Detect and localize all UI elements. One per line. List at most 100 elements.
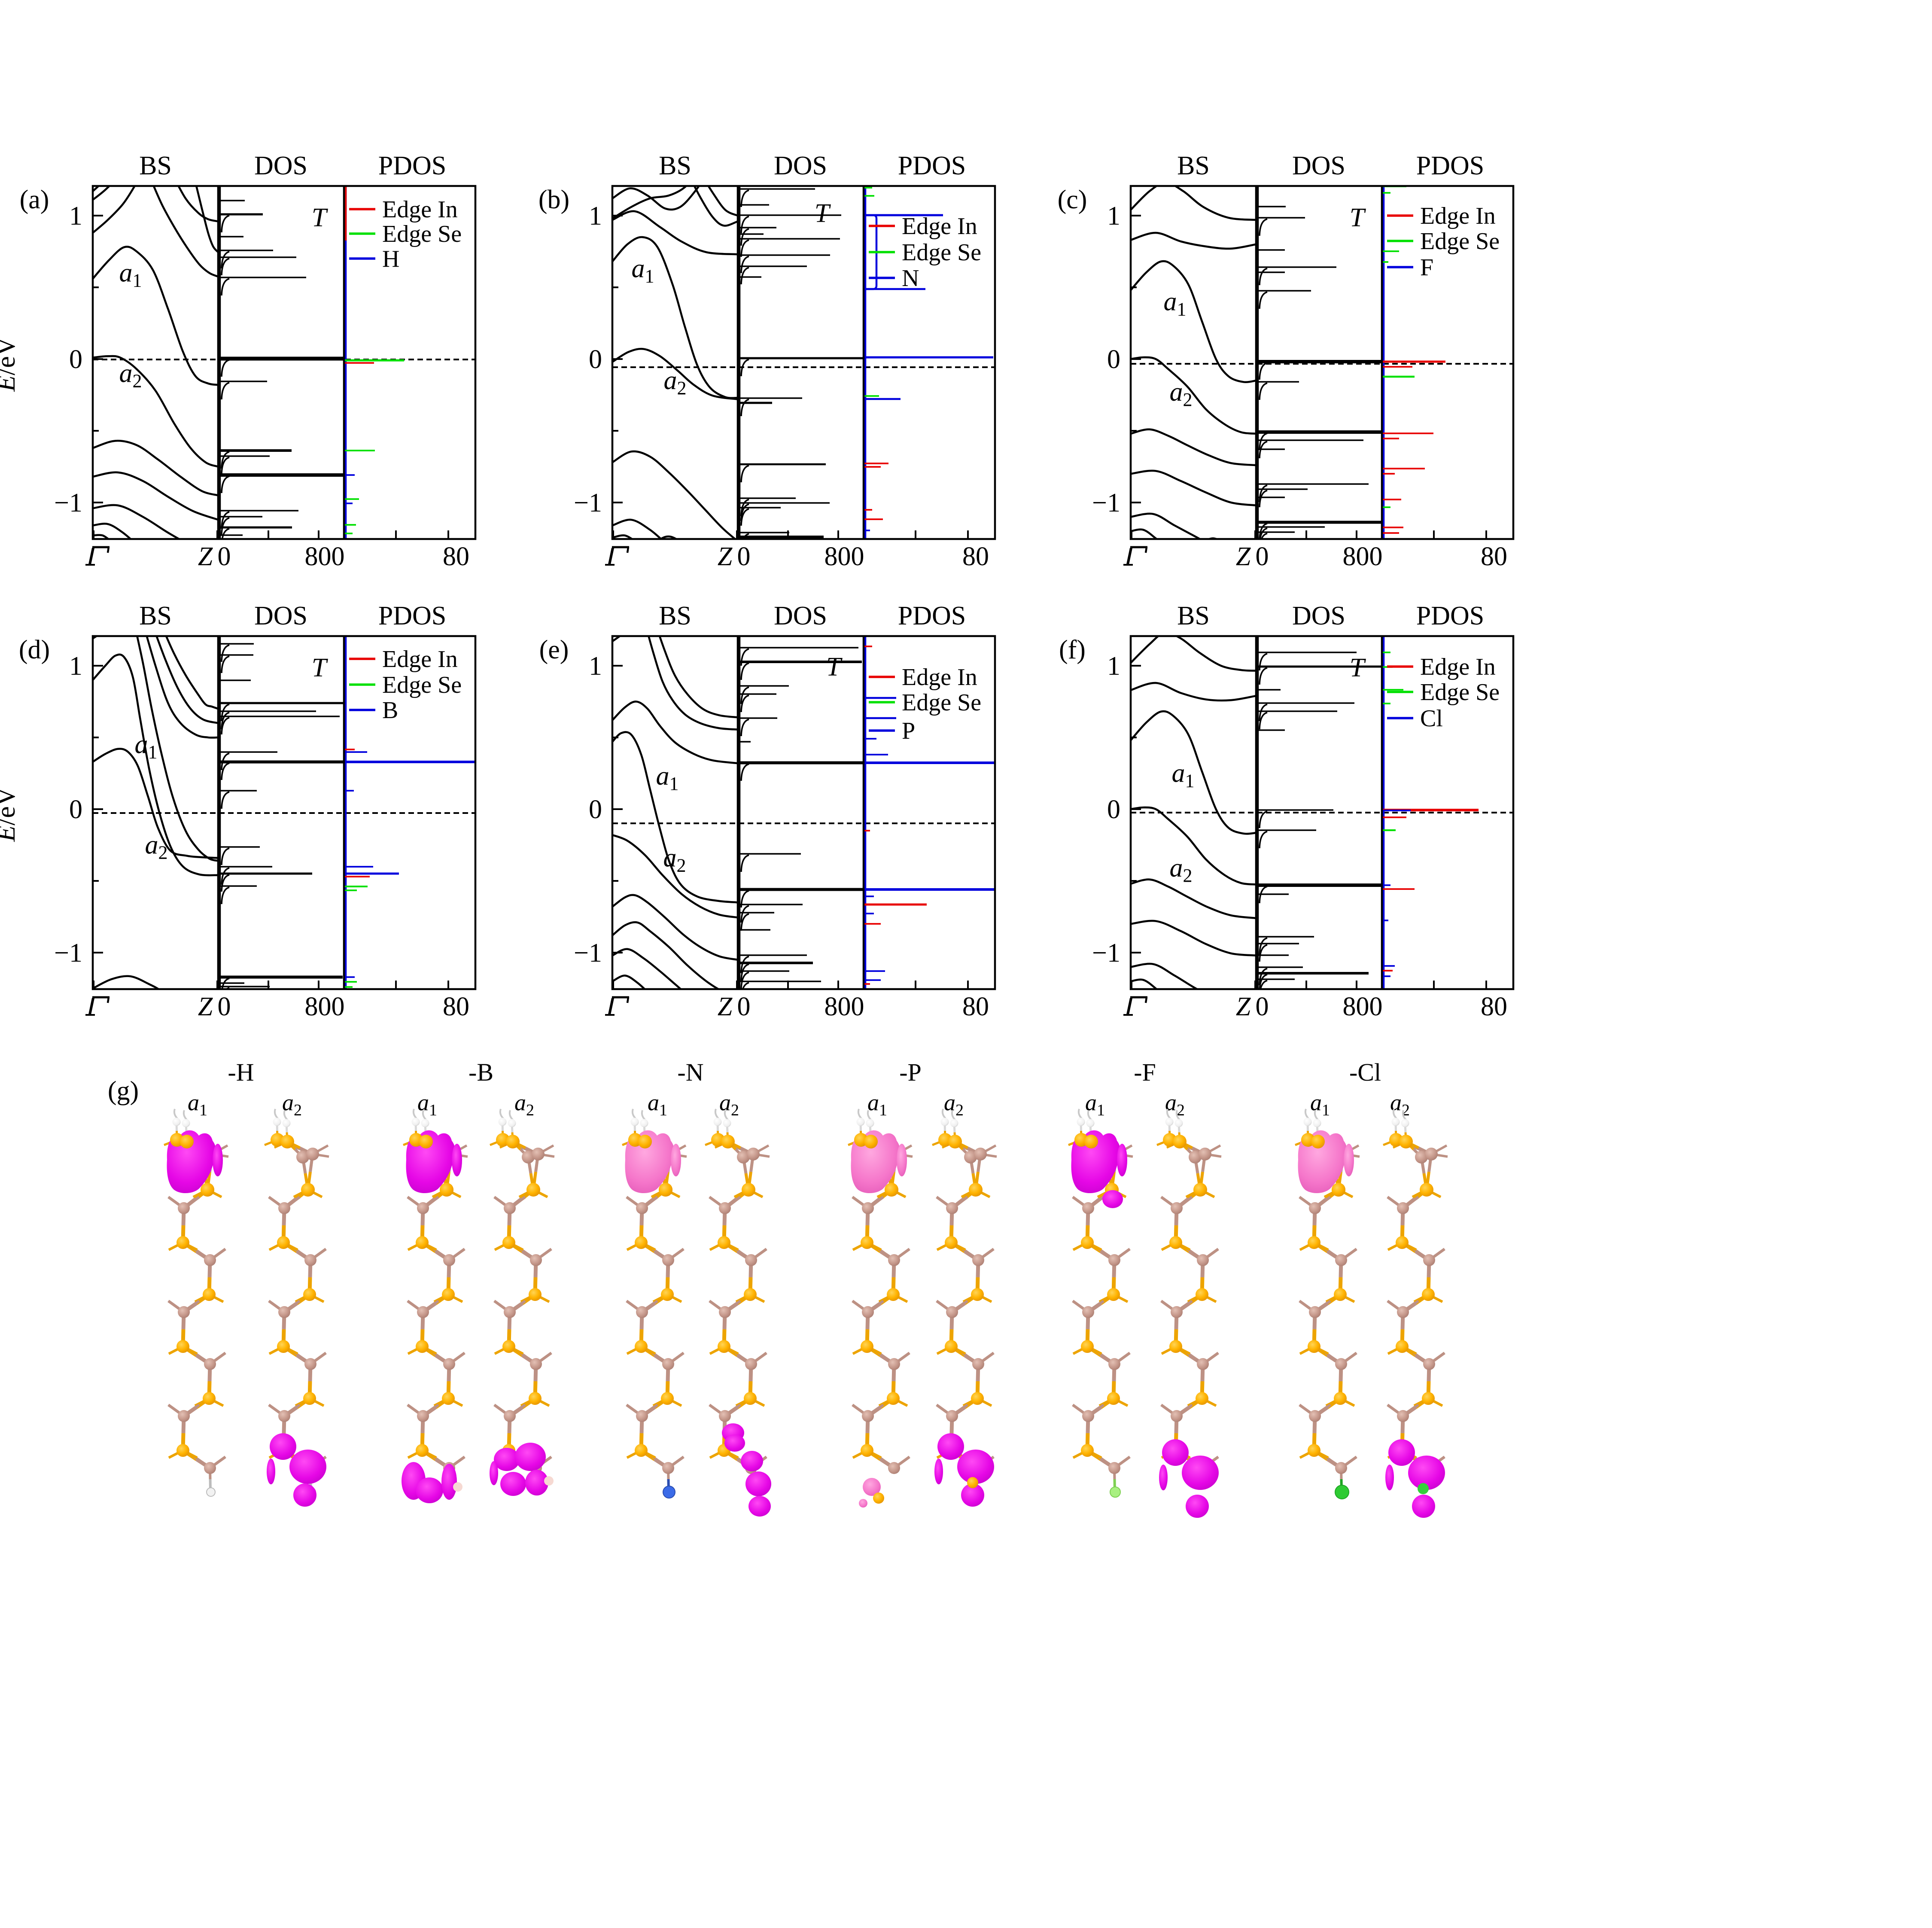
svg-text:Edge Se: Edge Se xyxy=(382,221,462,247)
svg-text:a1: a1 xyxy=(417,1090,437,1119)
svg-text:Cl: Cl xyxy=(1420,705,1443,732)
svg-text:800: 800 xyxy=(825,542,864,571)
svg-text:Z: Z xyxy=(1236,542,1251,571)
svg-text:E/eV: E/eV xyxy=(0,337,21,392)
svg-text:T: T xyxy=(312,653,329,682)
svg-text:0: 0 xyxy=(69,795,82,824)
svg-text:1: 1 xyxy=(69,652,82,681)
svg-text:Edge In: Edge In xyxy=(902,664,977,691)
svg-text:-Cl: -Cl xyxy=(1349,1058,1381,1086)
svg-text:0: 0 xyxy=(1256,542,1269,571)
svg-text:0: 0 xyxy=(1256,992,1269,1021)
svg-text:PDOS: PDOS xyxy=(378,151,447,180)
svg-text:PDOS: PDOS xyxy=(898,601,966,630)
svg-text:1: 1 xyxy=(1107,652,1120,681)
svg-text:DOS: DOS xyxy=(774,151,827,180)
svg-text:800: 800 xyxy=(305,542,345,571)
svg-text:T: T xyxy=(815,199,831,228)
svg-text:0: 0 xyxy=(1107,345,1120,374)
svg-text:800: 800 xyxy=(1343,542,1383,571)
svg-text:Z: Z xyxy=(198,992,213,1021)
svg-text:0: 0 xyxy=(1107,795,1120,824)
svg-text:0: 0 xyxy=(589,795,602,824)
svg-text:-N: -N xyxy=(677,1058,703,1086)
svg-text:a1: a1 xyxy=(1310,1090,1330,1119)
svg-text:BS: BS xyxy=(659,601,691,630)
svg-text:a1: a1 xyxy=(1085,1090,1105,1119)
svg-text:1: 1 xyxy=(589,201,602,231)
svg-text:1: 1 xyxy=(1107,201,1120,231)
svg-text:0: 0 xyxy=(589,345,602,374)
svg-text:0: 0 xyxy=(737,542,751,571)
svg-text:80: 80 xyxy=(1481,992,1507,1021)
svg-text:DOS: DOS xyxy=(254,151,307,180)
svg-text:800: 800 xyxy=(305,992,345,1021)
svg-text:Z: Z xyxy=(718,542,733,571)
svg-text:PDOS: PDOS xyxy=(898,151,966,180)
svg-text:N: N xyxy=(902,265,919,292)
svg-text:BS: BS xyxy=(139,151,172,180)
svg-text:-H: -H xyxy=(228,1058,254,1086)
svg-text:a1: a1 xyxy=(632,254,654,287)
svg-text:80: 80 xyxy=(962,542,989,571)
svg-text:B: B xyxy=(382,697,398,724)
svg-text:Edge Se: Edge Se xyxy=(1420,228,1500,255)
svg-text:a1: a1 xyxy=(1164,287,1187,320)
svg-text:−1: −1 xyxy=(1092,938,1120,968)
svg-text:Edge In: Edge In xyxy=(382,646,458,673)
svg-text:−1: −1 xyxy=(54,488,82,518)
svg-text:Edge In: Edge In xyxy=(382,196,458,223)
svg-text:PDOS: PDOS xyxy=(378,601,447,630)
svg-text:DOS: DOS xyxy=(774,601,827,630)
svg-text:−1: −1 xyxy=(574,938,602,968)
svg-text:(g): (g) xyxy=(108,1076,139,1106)
svg-text:0: 0 xyxy=(737,992,751,1021)
svg-text:T: T xyxy=(826,652,843,682)
svg-text:Edge In: Edge In xyxy=(902,213,977,240)
svg-text:-B: -B xyxy=(469,1058,493,1086)
svg-text:Edge Se: Edge Se xyxy=(902,689,981,716)
svg-text:(b): (b) xyxy=(539,185,569,214)
svg-text:Z: Z xyxy=(1236,992,1251,1021)
svg-text:P: P xyxy=(902,718,915,744)
svg-text:(e): (e) xyxy=(539,635,569,664)
svg-text:T: T xyxy=(1350,203,1366,232)
svg-text:(a): (a) xyxy=(20,185,49,214)
svg-text:T: T xyxy=(312,203,329,232)
svg-text:80: 80 xyxy=(962,992,989,1021)
svg-text:DOS: DOS xyxy=(254,601,307,630)
svg-text:−1: −1 xyxy=(574,488,602,518)
svg-text:Z: Z xyxy=(198,542,213,571)
svg-text:Z: Z xyxy=(718,992,733,1021)
svg-text:(d): (d) xyxy=(19,635,50,664)
svg-text:F: F xyxy=(1420,254,1433,281)
svg-text:0: 0 xyxy=(218,992,231,1021)
svg-text:Edge In: Edge In xyxy=(1420,654,1496,680)
svg-text:BS: BS xyxy=(139,601,172,630)
svg-text:800: 800 xyxy=(1343,992,1383,1021)
svg-text:T: T xyxy=(1350,653,1366,682)
svg-text:BS: BS xyxy=(1177,601,1210,630)
svg-text:-P: -P xyxy=(899,1058,922,1086)
svg-text:1: 1 xyxy=(589,652,602,681)
svg-text:0: 0 xyxy=(218,542,231,571)
svg-text:H: H xyxy=(382,246,399,272)
svg-text:Edge In: Edge In xyxy=(1420,203,1496,229)
svg-text:80: 80 xyxy=(443,992,469,1021)
svg-text:Edge Se: Edge Se xyxy=(382,672,462,698)
svg-text:0: 0 xyxy=(69,345,82,374)
svg-text:PDOS: PDOS xyxy=(1416,601,1485,630)
svg-text:DOS: DOS xyxy=(1292,601,1345,630)
svg-text:800: 800 xyxy=(825,992,864,1021)
svg-text:a1: a1 xyxy=(648,1090,667,1119)
svg-text:Edge Se: Edge Se xyxy=(902,239,981,266)
svg-text:a2: a2 xyxy=(1165,1090,1185,1119)
svg-text:1: 1 xyxy=(69,201,82,231)
svg-text:Edge Se: Edge Se xyxy=(1420,679,1500,706)
svg-text:−1: −1 xyxy=(1092,488,1120,518)
svg-text:80: 80 xyxy=(1481,542,1507,571)
svg-text:(f): (f) xyxy=(1059,635,1086,664)
svg-text:(c): (c) xyxy=(1058,185,1087,214)
svg-text:BS: BS xyxy=(659,151,691,180)
svg-text:PDOS: PDOS xyxy=(1416,151,1485,180)
